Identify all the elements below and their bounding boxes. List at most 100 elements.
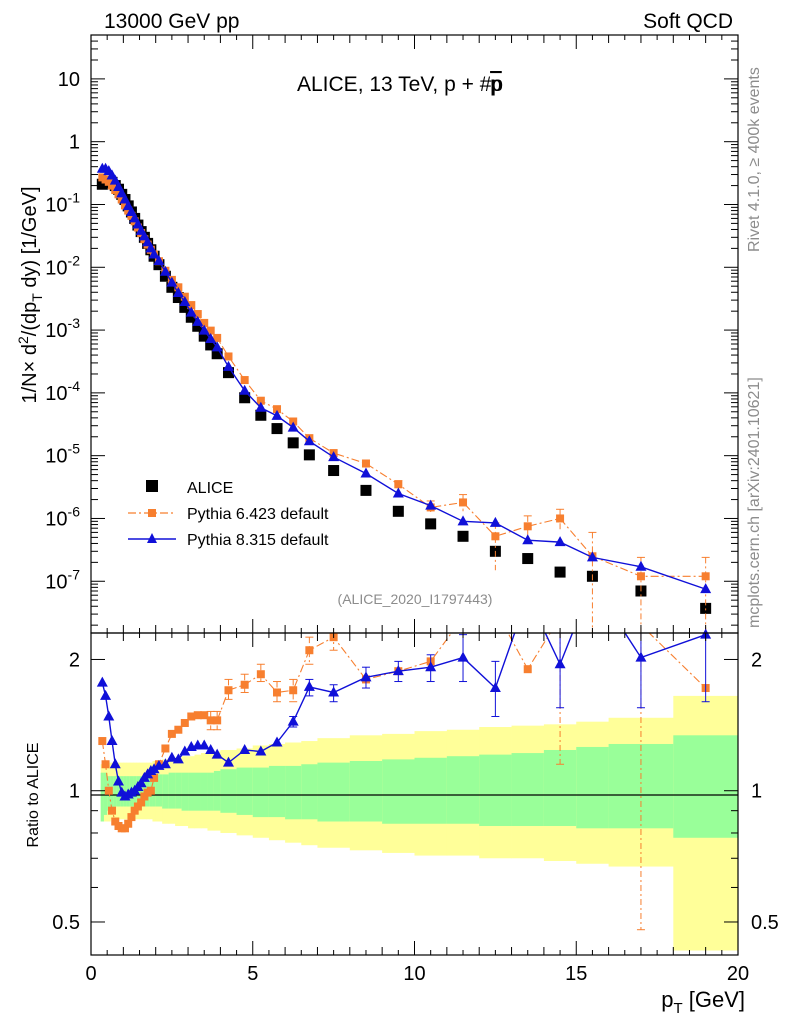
x-tick-label: 15 [565,963,587,985]
rivet-label: Rivet 4.1.0, ≥ 400k events [746,67,763,252]
pythia8-point [700,583,712,594]
stat-band-bin [576,746,609,829]
pythia8-point [360,467,372,478]
pythia8-point [425,499,437,510]
legend-label-alice: ALICE [187,480,233,497]
ratio-pythia8-point [198,739,210,750]
stat-band-bin [213,770,221,811]
ratio-pythia6-point [101,760,110,769]
pythia6-point [108,181,117,190]
pythia8-point [222,360,234,371]
pythia8-point [205,333,217,344]
pythia6-point [523,522,532,531]
ratio-pythia6-point [193,711,202,720]
pythia8-point [635,560,647,571]
ratio-pythia6-point [240,680,249,689]
pythia6-point [636,572,645,581]
pythia6-point [361,459,370,468]
stat-band-bin [220,769,237,813]
legend-label-pythia6: Pythia 6.423 default [187,506,329,523]
pythia6-point [289,417,298,426]
x-tick-label: 0 [85,963,96,985]
ratio-pythia6-point [213,716,222,725]
ratio-pythia8-point [255,745,267,756]
stat-band-bin [139,776,144,807]
pythia8-point [179,295,191,306]
main-y-tick-labels: 10 1 10-1 10-2 10-3 10-4 10-5 10-6 10-7 [45,69,80,593]
ratio-pythia6-point [104,786,113,795]
stat-band-bin [608,743,674,829]
mcplots-label: mcplots.cern.ch [arXiv:2401.10621] [746,377,763,628]
alice-point [172,292,184,304]
ratio-pythia6-point [127,813,136,822]
stat-band-bin [479,754,512,827]
alice-point [255,409,267,421]
pythia8-point [153,254,165,265]
ratio-pythia8-point [239,743,251,754]
stat-band-bin [285,765,302,820]
ratio-pythia6-point [130,806,139,815]
energy-label: 13000 GeV pp [104,10,239,33]
ratio-pythia8-point [457,651,469,662]
process-label: Soft QCD [643,10,733,33]
stat-band-bin [168,772,176,809]
pythia6-point [256,396,265,405]
pythia6-point [556,514,565,523]
pythia8-point [166,276,178,287]
alice-point [179,301,191,313]
ratio-ticks [90,633,739,955]
ratio-y-axis-title: Ratio to ALICE [25,743,42,848]
ratio-pythia6-point [289,686,298,695]
ratio-pythia6-point [200,711,209,720]
pythia8-point [172,286,184,297]
main-y-axis-title: 1/N× d2/(dpT dy) [1/GeV] [15,186,45,403]
ratio-y-tick-label: 1 [69,781,80,803]
pythia8-point [271,409,283,420]
ratio-pythia6-point [174,725,183,734]
stat-band-bin [200,772,208,811]
main-y-tick-label: 10-7 [45,566,80,593]
alice-point [425,518,437,530]
alice-point [205,339,217,351]
pythia6-point [213,333,222,342]
pythia6-point [701,572,710,581]
pythia6-point [240,376,249,385]
ratio-pythia6-point [224,686,233,695]
pythia8-point [119,193,131,204]
alice-point [303,449,315,461]
pythia8-point [303,435,315,446]
stat-band-bin [317,762,351,822]
ratio-pythia8-point [287,715,299,726]
x-axis-title: pT [GeV] [661,987,745,1017]
alice-point [211,348,223,360]
ratio-panel: 0.5 0.5 1 1 2 2 Ratio to ALICE [25,628,779,956]
pythia8-point [198,324,210,335]
ratio-pythia6-point [167,729,176,738]
stat-band-bin [349,760,383,822]
stat-band-bin [162,774,170,809]
ratio-pythia6-point [161,744,170,753]
stat-band-bin [382,759,415,824]
pythia8-point [148,248,160,259]
alice-point [392,505,404,517]
pythia6-point [206,326,215,335]
stat-band-bin [116,776,121,807]
x-tick-labels: 0 5 10 15 20 [85,963,749,985]
ratio-pythia6-point [206,716,215,725]
alice-point [271,423,283,435]
stat-band-bin [252,767,270,818]
ratio-pythia6-point [133,802,142,811]
pythia8-point [522,534,534,545]
ratio-pythia8-point [135,777,147,788]
ratio-pythia6-point [108,806,117,815]
legend-marker-pythia6 [148,509,156,517]
ratio-pythia6-point [273,688,282,697]
stat-band-bin [175,772,182,809]
ratio-pythia8-point [635,651,647,662]
stat-band-bin [673,735,739,838]
ratio-pythia8-point [109,758,121,769]
alice-point [222,367,234,379]
alice-point [239,392,251,404]
ratio-pythia8-point [211,748,223,759]
